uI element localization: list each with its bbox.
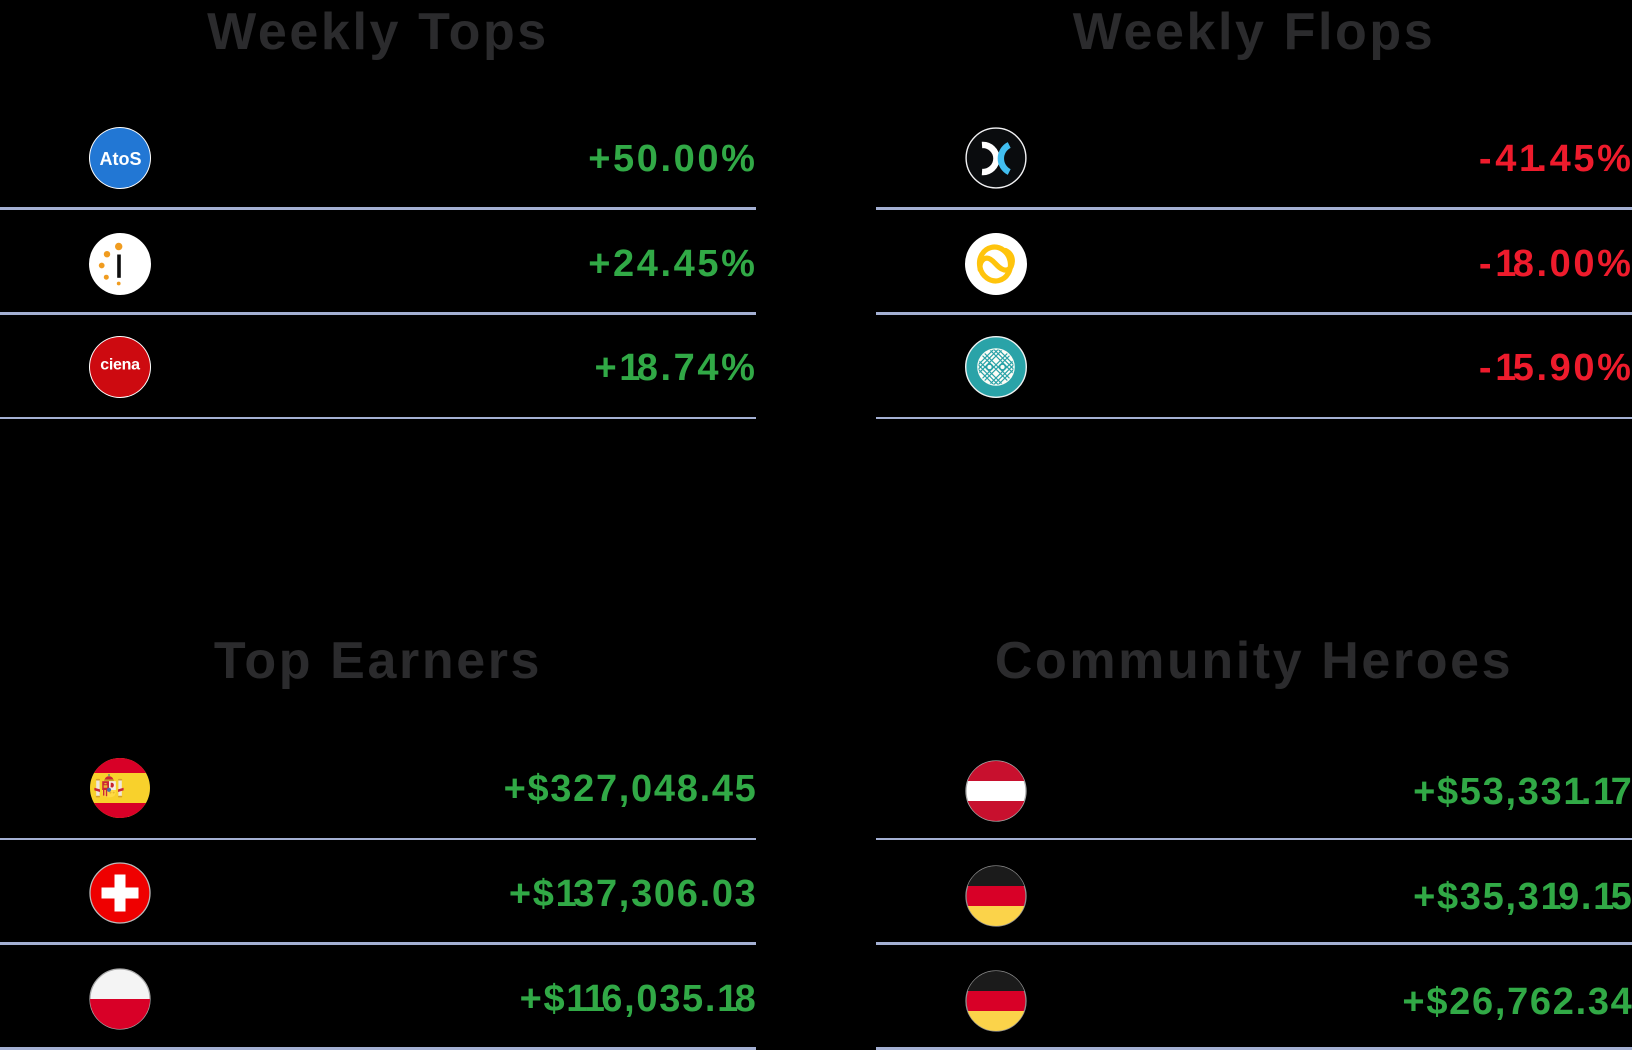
svg-text:ciena: ciena bbox=[100, 356, 140, 373]
svg-text:AtoS: AtoS bbox=[100, 149, 142, 169]
